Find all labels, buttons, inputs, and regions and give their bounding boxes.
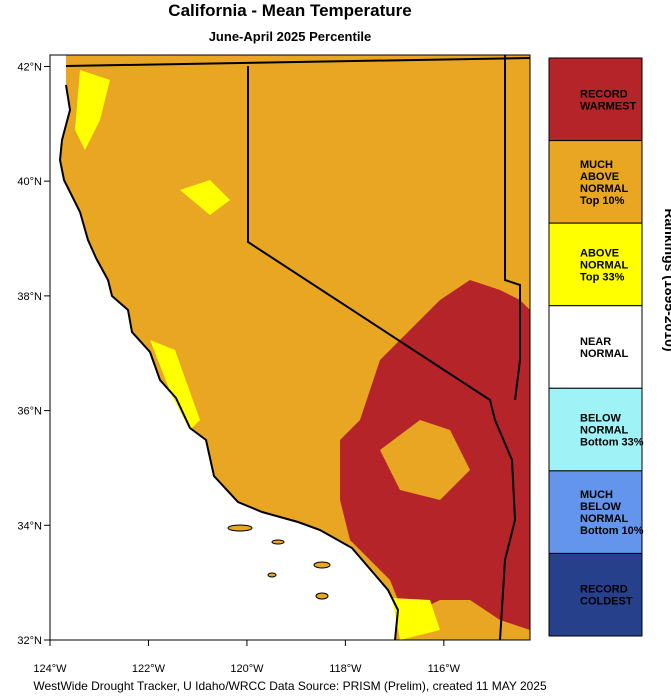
yellow-area <box>180 180 230 215</box>
x-tick-label: 118°W <box>329 663 362 675</box>
legend-title: Rankings (1895-2010) <box>662 208 671 351</box>
legend-label: NORMAL <box>580 513 629 525</box>
legend-swatch <box>548 387 643 472</box>
x-tick-label: 120°W <box>230 663 264 675</box>
legend-label: MUCH <box>580 159 613 171</box>
legend-swatch <box>548 222 643 307</box>
red-area <box>380 420 470 500</box>
legend-swatch <box>548 57 643 142</box>
legend-label: NORMAL <box>580 259 629 271</box>
legend-label: ABOVE <box>580 247 619 259</box>
legend-label: NORMAL <box>580 183 629 195</box>
legend-label: MUCH <box>580 489 613 501</box>
footer: WestWide Drought Tracker, U Idaho/WRCC D… <box>33 679 547 693</box>
subtitle: June-April 2025 Percentile <box>209 29 372 44</box>
y-tick-label: 36°N <box>17 406 42 418</box>
islands <box>227 524 331 600</box>
title: California - Mean Temperature <box>168 1 411 20</box>
legend-label: BELOW <box>580 501 622 513</box>
legend-label: RECORD <box>580 88 628 100</box>
legend-swatch <box>548 140 643 224</box>
legend-swatch <box>548 305 643 389</box>
legend-label: Bottom 33% <box>580 437 644 449</box>
map-frame <box>49 54 531 641</box>
legend-label: NORMAL <box>580 425 629 437</box>
legend-label: RECORD <box>580 584 628 596</box>
y-tick-label: 32°N <box>17 635 42 647</box>
y-tick-label: 42°N <box>17 61 42 73</box>
x-tick-label: 124°W <box>33 663 67 675</box>
legend-label: WARMEST <box>580 100 637 112</box>
y-tick-label: 34°N <box>17 520 42 532</box>
legend-label: Top 33% <box>580 271 625 283</box>
yellow-area <box>392 598 440 640</box>
legend-label: NORMAL <box>580 348 629 360</box>
legend-label: BELOW <box>580 413 622 425</box>
legend-label: ABOVE <box>580 171 619 183</box>
legend-label: COLDEST <box>580 596 633 608</box>
map <box>49 54 531 641</box>
legend-swatch <box>548 552 643 637</box>
y-tick-label: 38°N <box>17 291 42 303</box>
y-tick-label: 40°N <box>17 176 42 188</box>
legend-label: Bottom 10% <box>580 525 644 537</box>
legend-label: Top 10% <box>580 195 625 207</box>
x-tick-label: 122°W <box>132 663 166 675</box>
yellow-area <box>150 340 200 430</box>
legend-label: NEAR <box>580 336 611 348</box>
state-borders <box>58 55 531 641</box>
x-tick-label: 116°W <box>428 663 461 675</box>
yellow-area <box>75 70 110 150</box>
